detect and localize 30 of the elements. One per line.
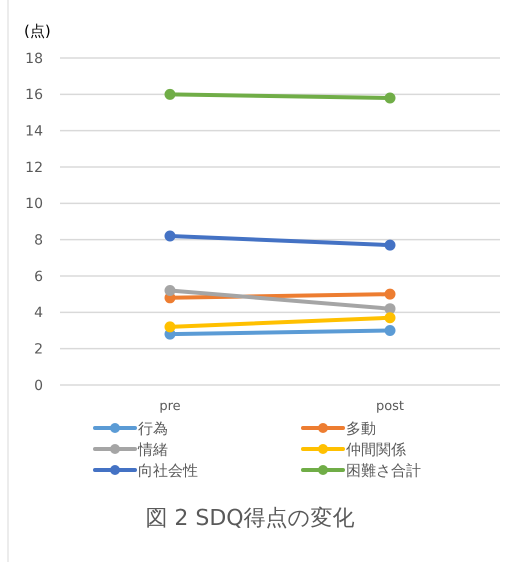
legend-label: 行為 [138,419,168,438]
x-tick-label: pre [159,399,181,414]
y-tick-label: 8 [34,232,43,249]
point [384,92,396,104]
y-tick-label: 18 [25,50,43,67]
y-tick-label: 14 [25,124,44,140]
y-tick-label: 0 [34,378,43,394]
legend-label: 仲間関係 [346,440,406,458]
text: 図 2 SDQ得点の変化 [145,506,355,531]
point [164,285,176,296]
point [164,230,176,242]
y-tick-label: 2 [34,342,43,358]
y-tick-label: 16 [25,87,44,104]
y-tick-label: 4 [34,305,44,322]
point [384,240,396,251]
point [164,88,176,100]
legend-label: 向社会性 [138,461,198,480]
point [384,303,396,314]
point [384,325,396,336]
y-tick-label: 12 [25,160,43,176]
y-axis-title: (点) [24,22,51,40]
legend-label: 情緒 [137,440,168,458]
point [384,288,396,300]
legend-label: 困難さ合計 [346,461,421,480]
point [164,321,176,332]
point [384,312,396,324]
x-tick-label: post [376,399,404,414]
y-tick-label: 6 [34,268,44,285]
legend-label: 多動 [346,419,376,438]
y-tick-label: 10 [25,196,43,212]
